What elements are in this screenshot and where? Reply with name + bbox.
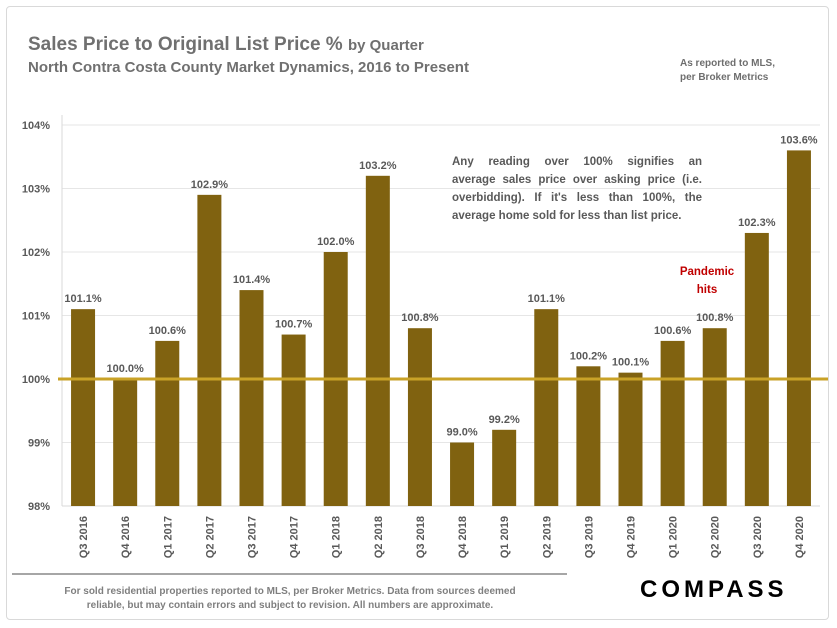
bar-value-label: 101.1%	[64, 293, 102, 305]
chart-subtitle: North Contra Costa County Market Dynamic…	[28, 59, 469, 76]
bar-value-label: 100.2%	[570, 350, 608, 362]
bar-value-label: 102.3%	[738, 217, 776, 229]
bar-value-label: 101.1%	[528, 293, 566, 305]
bar-value-label: 99.2%	[489, 414, 520, 426]
chart-title-main: Sales Price to Original List Price %	[28, 34, 343, 55]
x-category-label: Q4 2019	[626, 516, 638, 558]
x-category-label: Q2 2019	[541, 516, 553, 558]
source-note-line-1: As reported to MLS,	[680, 58, 776, 69]
bar-value-label: 101.4%	[233, 274, 271, 286]
y-tick-label: 101%	[22, 311, 50, 323]
bar	[660, 340, 685, 506]
x-category-label: Q1 2019	[499, 516, 511, 558]
callout-line-2: average sales price over asking price (i…	[452, 174, 702, 186]
footer-divider	[12, 573, 567, 575]
pandemic-annotation: Pandemic hits	[670, 263, 744, 299]
y-tick-label: 98%	[28, 501, 50, 513]
x-category-label: Q3 2020	[752, 516, 764, 558]
overbidding-callout: Any reading over 100% signifies an avera…	[452, 153, 702, 225]
source-note: As reported to MLS, per Broker Metrics	[680, 57, 775, 85]
footer-line-1: For sold residential properties reported…	[64, 586, 516, 597]
y-tick-label: 103%	[22, 184, 50, 196]
bar	[744, 232, 769, 506]
bar	[618, 372, 643, 506]
bar	[492, 429, 517, 506]
callout-line-3: overbidding). If it's less than 100%, th…	[452, 192, 702, 204]
x-category-label: Q1 2017	[162, 516, 174, 558]
bar	[281, 334, 306, 506]
bar	[407, 328, 432, 506]
x-category-label: Q1 2018	[331, 516, 343, 558]
x-category-label: Q4 2018	[457, 516, 469, 558]
bar	[786, 150, 811, 506]
bar-value-label: 103.2%	[359, 160, 397, 172]
x-category-label: Q3 2016	[78, 516, 90, 558]
bar-value-label: 100.6%	[149, 325, 187, 337]
pandemic-line-1: Pandemic	[679, 266, 735, 278]
bar	[534, 309, 559, 506]
chart-frame	[6, 6, 829, 620]
bar	[155, 340, 180, 506]
bar-value-label: 100.0%	[107, 363, 145, 375]
bar-value-label: 100.8%	[401, 312, 439, 324]
bar-value-label: 99.0%	[446, 427, 477, 439]
x-category-label: Q2 2018	[373, 516, 385, 558]
footer-disclaimer: For sold residential properties reported…	[30, 585, 550, 613]
callout-line-4: average home sold for less than list pri…	[452, 210, 682, 222]
bar	[450, 442, 475, 506]
bar	[71, 309, 96, 506]
bar-value-label: 100.1%	[612, 357, 650, 369]
chart-title-suffix: by Quarter	[347, 37, 424, 54]
bar-value-label: 103.6%	[780, 134, 818, 146]
bar-value-label: 102.0%	[317, 236, 355, 248]
bar	[576, 366, 601, 506]
x-category-label: Q4 2016	[120, 516, 132, 558]
x-category-label: Q2 2020	[710, 516, 722, 558]
bar-value-label: 102.9%	[191, 179, 229, 191]
x-category-label: Q4 2020	[794, 516, 806, 558]
bar	[702, 328, 727, 506]
bar	[365, 175, 390, 507]
bar-value-label: 100.7%	[275, 319, 313, 331]
bar-value-label: 100.8%	[696, 312, 734, 324]
footer-line-2: reliable, but may contain errors and sub…	[86, 600, 494, 611]
x-category-label: Q4 2017	[289, 516, 301, 558]
x-category-label: Q1 2020	[668, 516, 680, 558]
bar	[239, 290, 264, 506]
x-category-label: Q2 2017	[204, 516, 216, 558]
x-category-label: Q3 2018	[415, 516, 427, 558]
x-category-label: Q3 2017	[247, 516, 259, 558]
source-note-line-2: per Broker Metrics	[680, 72, 769, 83]
y-tick-label: 102%	[22, 247, 50, 259]
y-tick-label: 99%	[28, 438, 50, 450]
x-category-label: Q3 2019	[583, 516, 595, 558]
y-tick-label: 100%	[22, 374, 50, 386]
bar	[113, 379, 138, 506]
pandemic-line-2: hits	[696, 284, 718, 296]
bar	[197, 194, 222, 506]
y-tick-label: 104%	[22, 120, 50, 132]
compass-logo: COMPASS	[640, 576, 788, 603]
chart-title: Sales Price to Original List Price % by …	[28, 34, 424, 56]
callout-line-1: Any reading over 100% signifies an	[452, 156, 702, 168]
bar-value-label: 100.6%	[654, 325, 692, 337]
